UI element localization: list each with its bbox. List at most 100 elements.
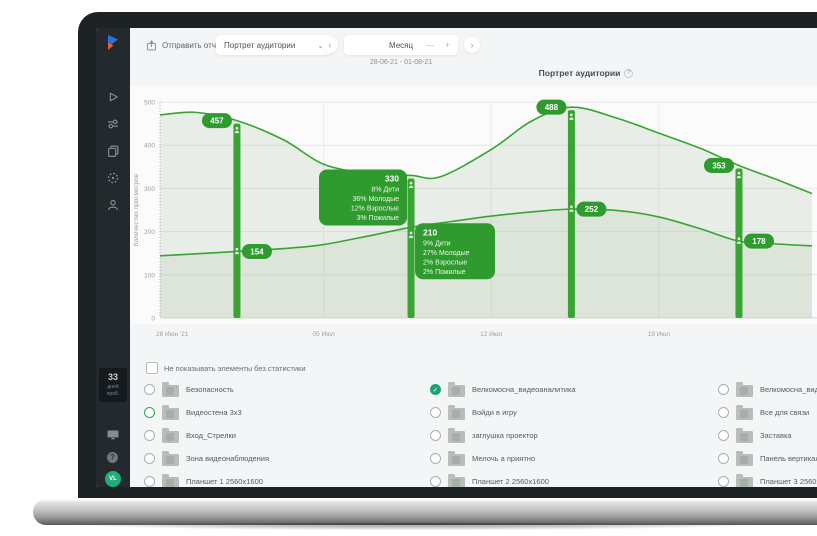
svg-text:353: 353 <box>712 162 726 171</box>
main-panel: Отправить отчёт Портрет аудитории ⌄ ‹ Ме… <box>130 28 817 487</box>
marker-pill: 154 <box>241 243 272 259</box>
hide-empty-checkbox[interactable] <box>146 362 158 374</box>
media-column-3: Велкомосна_видеоаналитика Все для связи За… <box>718 378 817 487</box>
x-tick-label: 19 Июл <box>648 331 670 338</box>
svg-text:154: 154 <box>250 247 264 256</box>
marker-pill: 488 <box>536 99 567 115</box>
list-item: Велкомосна_видеоаналитика <box>718 378 817 401</box>
media-radio-button[interactable] <box>430 430 441 441</box>
folder-icon <box>162 405 179 420</box>
svg-text:457: 457 <box>210 117 224 126</box>
list-item: заглушка проектор <box>430 424 706 447</box>
list-item: Мелочь а приятно <box>430 447 706 470</box>
list-item-label: заглушка проектор <box>472 431 538 440</box>
folder-icon <box>162 451 179 466</box>
report-type-select[interactable]: Портрет аудитории ⌄ <box>216 35 332 55</box>
media-radio-button[interactable] <box>718 384 729 395</box>
hide-empty-checkbox-row[interactable]: Не показывать элементы без статистики <box>146 362 306 374</box>
y-tick-label: 500 <box>144 100 155 107</box>
media-radio-button[interactable] <box>144 384 155 395</box>
person-icon <box>569 205 574 212</box>
list-item-label: Безопасность <box>186 385 234 394</box>
svg-text:8% Дети: 8% Дети <box>371 186 399 193</box>
app-screen: 33 дней проб. ? VL Отправить <box>96 28 817 487</box>
x-tick-label: 28 Июн '21 <box>156 331 189 338</box>
folder-icon <box>448 405 465 420</box>
marker-pill: 457 <box>201 113 232 129</box>
media-radio-button[interactable] <box>430 453 441 464</box>
marker-pill: 178 <box>743 233 774 249</box>
media-radio-button[interactable] <box>430 407 441 418</box>
user-avatar[interactable]: VL <box>105 471 121 487</box>
media-radio-button[interactable] <box>718 476 729 487</box>
media-radio-button[interactable] <box>144 407 155 418</box>
person-icon <box>736 171 742 179</box>
list-item-label: Мелочь а приятно <box>472 454 536 463</box>
list-item: Видеостена 3x3 <box>144 401 420 424</box>
list-item: Все для связи <box>718 401 817 424</box>
list-item-label: Велкомосна_видеоаналитика <box>760 385 817 394</box>
chart-bar[interactable] <box>567 110 575 319</box>
list-item: Войди в игру <box>430 401 706 424</box>
media-radio-button[interactable] <box>430 476 441 487</box>
period-select[interactable]: Месяц — + <box>344 35 458 55</box>
y-tick-label: 300 <box>144 186 155 193</box>
next-period-button[interactable]: › <box>464 37 480 53</box>
list-item: Вход_Стрелки <box>144 424 420 447</box>
folder-icon <box>736 405 753 420</box>
svg-text:178: 178 <box>752 237 766 246</box>
trial-days-badge: 33 дней проб. <box>99 368 127 402</box>
list-item-label: Зона видеонаблюдения <box>186 454 270 463</box>
media-radio-button[interactable] <box>144 453 155 464</box>
period-value: Месяц <box>388 40 414 50</box>
media-radio-button[interactable]: ✓ <box>430 384 441 395</box>
media-radio-button[interactable] <box>144 476 155 487</box>
y-tick-label: 100 <box>144 272 155 279</box>
chart-title-row: Портрет аудитории ? <box>310 68 817 78</box>
svg-text:12% Взрослые: 12% Взрослые <box>351 205 399 212</box>
list-item-label: Планшет 1 2560x1600 <box>186 477 263 486</box>
marker-pill: 252 <box>576 201 607 217</box>
list-item-label: Войди в игру <box>472 408 517 417</box>
zoom-out-icon[interactable]: — <box>426 40 434 50</box>
trial-days-label: дней проб. <box>106 384 120 397</box>
folder-icon <box>736 382 753 397</box>
chart-bar[interactable] <box>407 178 415 318</box>
svg-text:3% Пожилые: 3% Пожилые <box>357 215 400 222</box>
media-radio-button[interactable] <box>144 430 155 441</box>
folder-icon <box>736 474 753 487</box>
sidebar-item-profile-icon[interactable] <box>106 198 120 212</box>
media-radio-button[interactable] <box>718 453 729 464</box>
media-radio-button[interactable] <box>718 430 729 441</box>
svg-text:36% Молодые: 36% Молодые <box>353 196 400 203</box>
list-item: Планшет 1 2560x1600 <box>144 470 420 487</box>
prev-period-button[interactable]: ‹ <box>322 37 338 53</box>
laptop-screen-bezel: 33 дней проб. ? VL Отправить <box>78 12 817 498</box>
chart-bar[interactable] <box>233 123 241 318</box>
media-list-section: Не показывать элементы без статистики Бе… <box>130 362 817 487</box>
y-axis-label: Количество просмотров <box>133 173 140 246</box>
media-column-1: Безопасность Видеостена 3x3 Вход_Стрелки Зо… <box>144 378 420 487</box>
folder-icon <box>736 451 753 466</box>
person-icon <box>408 231 414 238</box>
list-item: Безопасность <box>144 378 420 401</box>
help-icon[interactable]: ? <box>107 452 118 463</box>
x-tick-label: 05 Июл <box>313 331 335 338</box>
zoom-in-icon[interactable]: + <box>444 40 450 50</box>
sidebar-item-settings-icon[interactable] <box>106 171 120 185</box>
info-icon[interactable]: ? <box>624 68 634 78</box>
media-radio-button[interactable] <box>718 407 729 418</box>
y-tick-label: 400 <box>144 143 155 150</box>
send-report-button[interactable]: Отправить отчёт <box>146 36 224 54</box>
sidebar-item-documents-icon[interactable] <box>106 144 120 158</box>
screens-icon[interactable] <box>106 428 120 441</box>
list-item-label: Панель вертикальная внутр <box>760 454 817 463</box>
app-logo-icon[interactable] <box>105 34 121 54</box>
audience-chart: 0 100 200 300 400 500 28 Июн '21 05 Июл 12 Июл 19… <box>130 86 817 338</box>
person-icon <box>736 237 742 244</box>
sidebar-item-play-icon[interactable] <box>106 90 120 104</box>
sidebar-item-sliders-icon[interactable] <box>106 117 120 131</box>
list-item-label: Вход_Стрелки <box>186 431 236 440</box>
person-icon <box>569 113 574 120</box>
hide-empty-label: Не показывать элементы без статистики <box>164 363 306 373</box>
